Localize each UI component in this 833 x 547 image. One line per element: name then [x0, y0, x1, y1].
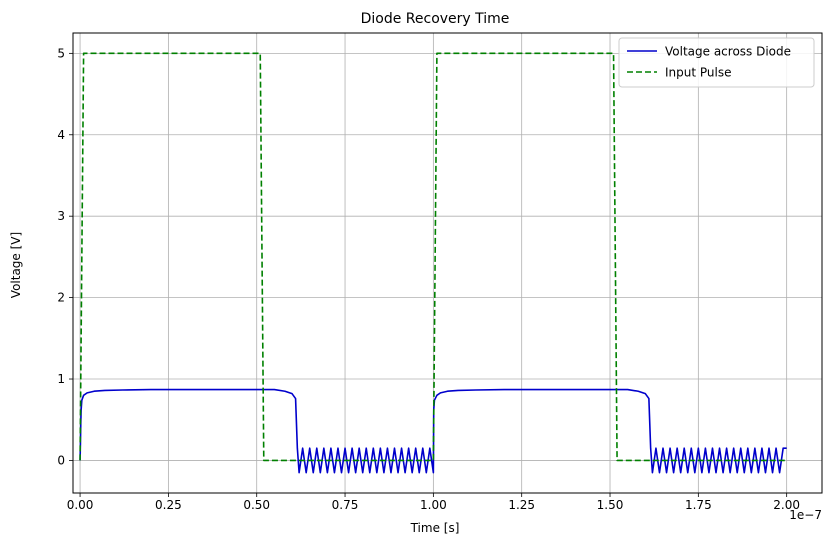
legend-box: [618, 37, 815, 88]
x-tick-label: 0.00: [67, 498, 94, 512]
legend-label-voltage: Voltage across Diode: [665, 45, 791, 59]
x-tick-label: 2.00: [773, 498, 800, 512]
y-axis-label: Voltage [V]: [9, 232, 23, 298]
chart-title: Diode Recovery Time: [361, 11, 510, 27]
y-tick-label: 1: [57, 372, 65, 386]
x-tick-label: 1.75: [685, 498, 712, 512]
axis-ticks: 0.00 0.25 0.50 0.75 1.00 1.25 1.50 1.75 2.00 0 1 2 3…: [57, 46, 800, 512]
x-tick-label: 0.50: [243, 498, 270, 512]
series-line-input-pulse: [79, 52, 787, 462]
legend-label-input-pulse: Input Pulse: [665, 66, 732, 80]
x-tick-label: 1.00: [420, 498, 447, 512]
x-tick-label: 1.25: [508, 498, 535, 512]
x-tick-label: 0.75: [332, 498, 359, 512]
x-axis-label: Time [s]: [410, 521, 460, 535]
y-tick-label: 2: [57, 291, 65, 305]
x-axis-offset-label: 1e−7: [789, 508, 822, 522]
x-tick-label: 1.50: [597, 498, 624, 512]
plot-frame: [72, 32, 823, 494]
legend: Voltage across Diode Input Pulse: [618, 37, 815, 88]
y-tick-label: 0: [57, 453, 65, 467]
series-lines: [79, 52, 787, 474]
x-tick-label: 0.25: [155, 498, 182, 512]
y-tick-label: 3: [57, 209, 65, 223]
y-tick-label: 5: [57, 46, 65, 60]
y-tick-label: 4: [57, 128, 65, 142]
grid-lines: [73, 33, 822, 493]
